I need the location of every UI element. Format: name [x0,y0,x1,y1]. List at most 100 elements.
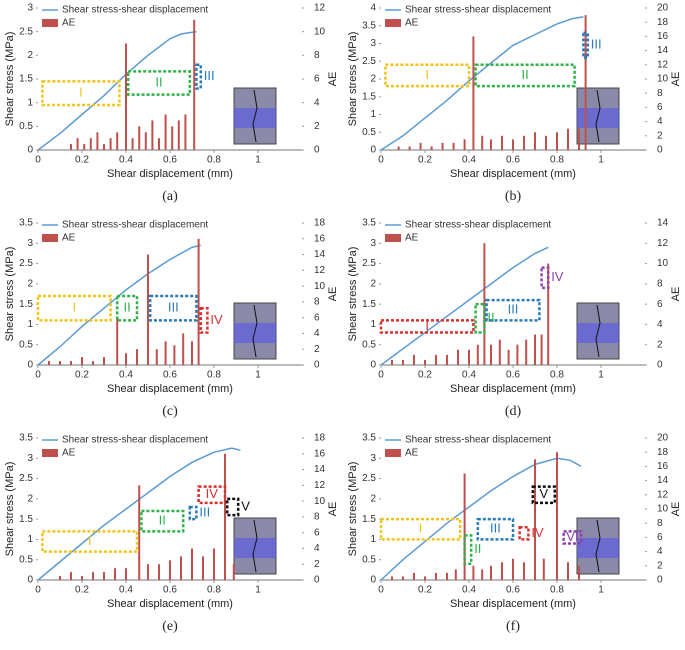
y-tick-label: 0 [370,575,376,586]
y-tick-label: 2 [370,493,376,504]
y2-axis-label: AE [327,72,339,87]
y2-tick-label: 18 [314,218,326,229]
specimen-crack [595,89,601,143]
stage-label: IV [210,312,223,327]
x-tick-label: 0 [35,155,41,166]
ae-bar [103,357,105,365]
y2-tick-label: 14 [657,45,669,56]
y2-tick-label: 2 [657,560,663,571]
x-tick-label: 0.6 [506,585,520,596]
caption: (a) [162,189,178,204]
x-tick-label: 0.8 [550,585,564,596]
ae-bar [567,128,569,150]
specimen-crack [595,519,601,573]
y2-tick-label: 12 [314,480,326,491]
stage-box [384,63,471,88]
ae-bar [144,132,147,150]
y2-tick-label: 16 [657,31,669,42]
ae-bar [523,135,525,150]
stage-box [582,31,590,59]
x-tick-label: 1 [255,370,261,381]
ae-bar [182,333,185,365]
x-tick-label: 0.2 [418,370,432,381]
x-tick-label: 0 [378,370,384,381]
stage-label: II [487,310,494,325]
legend-label: Shear stress-shear displacement [62,5,208,16]
y-tick-label: 1 [370,109,376,120]
y2-tick-label: 4 [657,319,663,330]
ae-bar [70,572,72,580]
x-tick-label: 0.8 [207,370,221,381]
x-tick-label: 1 [255,585,261,596]
ae-bar [424,359,426,365]
stage-box [531,485,557,505]
legend-label: AE [405,18,419,29]
stage-label: III [168,300,179,315]
y-tick-label: 3 [370,38,376,49]
ae-bar [452,142,455,150]
ae-bar [76,138,79,150]
stage-label: IV [531,525,544,540]
ae-bar [534,334,536,365]
y2-tick-label: 14 [314,249,326,260]
y2-tick-label: 6 [657,532,663,543]
stage-label: II [521,67,528,82]
y2-tick-label: 12 [314,265,326,276]
ae-bar [463,139,466,150]
x-axis-label: Shear displacement (mm) [450,168,576,180]
y-tick-label: 1 [27,97,33,108]
ae-bar [413,354,415,365]
ae-bar [391,576,393,580]
ae-bar [180,556,182,580]
x-tick-label: 1 [598,155,604,166]
y-axis-label: Shear stress (MPa) [4,247,16,342]
ae-bar [151,120,154,150]
x-tick-label: 0.4 [462,370,476,381]
ae-bar [116,132,119,150]
y2-tick-label: 2 [314,344,320,355]
caption: (f) [506,619,520,634]
x-tick-label: 0.6 [163,370,177,381]
stage-box [41,530,139,553]
y2-tick-label: 10 [657,258,669,269]
y2-tick-label: 6 [314,74,320,85]
ae-bar [446,354,448,365]
ae-bar [164,114,167,150]
stage-label: II [155,74,162,89]
stage-label: II [159,513,166,528]
x-tick-label: 0.6 [506,370,520,381]
y-tick-label: 1.5 [19,299,33,310]
y-tick-label: 3 [27,453,33,464]
stress-line [37,244,201,366]
x-tick-label: 1 [598,585,604,596]
y-tick-label: 2.5 [19,258,33,269]
panel: 0 0.5 1 1.5 2 2.5 3 3.5 0 2 4 6 8 10 12 14 16 18 20 0 0.2 0.4… [347,433,682,635]
ae-bar [125,353,127,365]
ae-bar [138,126,141,150]
ae-bar [534,132,536,150]
stage-label: IV [206,486,219,501]
y2-tick-label: 12 [657,489,669,500]
stage-label: II [123,300,130,315]
ae-bar [512,139,514,150]
ae-bar [545,135,547,150]
y-tick-label: 3.5 [362,433,376,444]
y2-tick-label: 2 [657,339,663,350]
stress-line [380,457,582,581]
x-tick-label: 0.2 [75,585,89,596]
ae-bar [435,572,437,580]
y2-axis-label: AE [670,502,682,517]
y-axis-label: Shear stress (MPa) [347,32,359,127]
y-tick-label: 2 [27,50,33,61]
y-tick-label: 1.5 [362,299,376,310]
legend-label: AE [62,448,76,459]
ae-bar [578,128,580,150]
specimen-crack [595,304,601,358]
x-tick-label: 0.4 [462,585,476,596]
y-tick-label: 3 [27,3,33,14]
legend-swatch [385,234,401,242]
y-tick-label: 1 [27,534,33,545]
y2-tick-label: 6 [314,527,320,538]
y2-tick-label: 8 [657,278,663,289]
